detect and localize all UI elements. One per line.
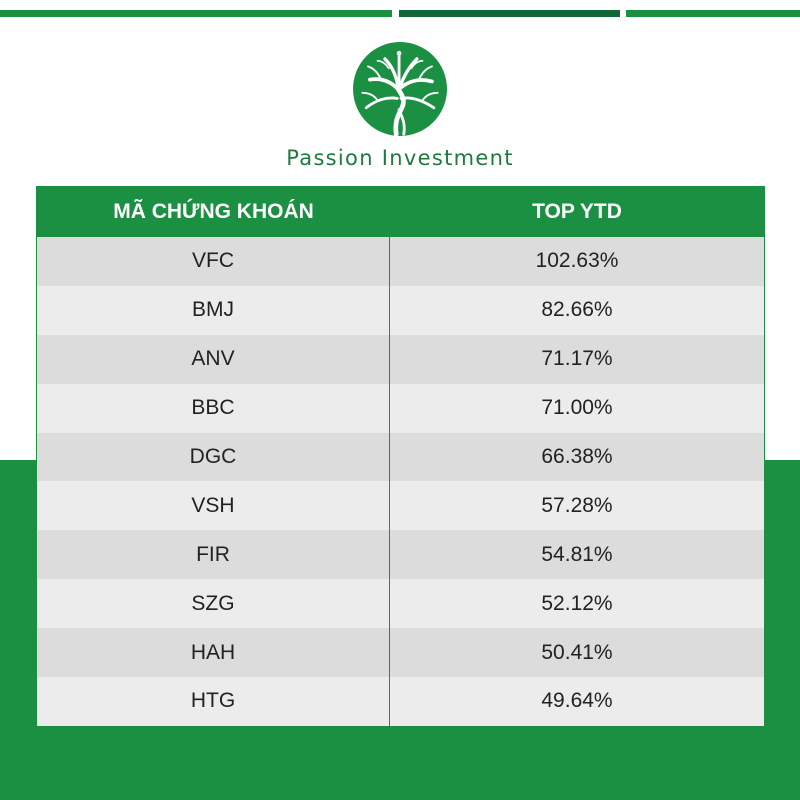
table-row: BBC 71.00% <box>37 383 764 433</box>
top-accent-bar-middle <box>399 10 620 17</box>
ytd-cell: 71.17% <box>541 347 613 371</box>
ticker-cell: DGC <box>37 432 390 482</box>
table-row: FIR 54.81% <box>37 530 764 580</box>
stock-ytd-table: MÃ CHỨNG KHOÁN TOP YTD VFC 102.63% BMJ 8… <box>36 186 765 727</box>
table-row: HTG 49.64% <box>37 677 764 726</box>
table-row: HAH 50.41% <box>37 628 764 678</box>
ticker-cell: SZG <box>37 579 390 629</box>
ticker-cell: BBC <box>37 383 390 433</box>
ytd-cell: 52.12% <box>541 591 613 615</box>
ytd-cell: 102.63% <box>535 249 619 273</box>
table-row: VSH 57.28% <box>37 481 764 531</box>
table-body: VFC 102.63% BMJ 82.66% ANV 71.17% BBC 71… <box>37 237 764 726</box>
tree-icon <box>353 42 447 136</box>
header-ytd: TOP YTD <box>532 200 622 223</box>
table-row: SZG 52.12% <box>37 579 764 629</box>
ticker-cell: HAH <box>37 628 390 678</box>
ytd-cell: 57.28% <box>541 493 613 517</box>
table-header: MÃ CHỨNG KHOÁN TOP YTD <box>37 187 764 237</box>
ticker-cell: ANV <box>37 334 390 384</box>
ticker-cell: BMJ <box>37 285 390 335</box>
header-ticker: MÃ CHỨNG KHOÁN <box>113 200 314 223</box>
brand-name: Passion Investment <box>286 146 514 170</box>
table-row: BMJ 82.66% <box>37 285 764 335</box>
table-row: DGC 66.38% <box>37 432 764 482</box>
ticker-cell: HTG <box>37 677 390 726</box>
table-row: ANV 71.17% <box>37 334 764 384</box>
ytd-cell: 54.81% <box>541 542 613 566</box>
ytd-cell: 49.64% <box>541 689 613 713</box>
ytd-cell: 66.38% <box>541 445 613 468</box>
ytd-cell: 82.66% <box>541 298 613 322</box>
table-row: VFC 102.63% <box>37 237 764 286</box>
ytd-cell: 50.41% <box>541 640 613 664</box>
ticker-cell: FIR <box>37 530 390 580</box>
ytd-cell: 71.00% <box>541 396 613 420</box>
top-accent-bar-left <box>0 10 392 17</box>
ticker-cell: VSH <box>37 481 390 531</box>
top-accent-bar-right <box>626 10 800 17</box>
ticker-cell: VFC <box>37 237 390 286</box>
